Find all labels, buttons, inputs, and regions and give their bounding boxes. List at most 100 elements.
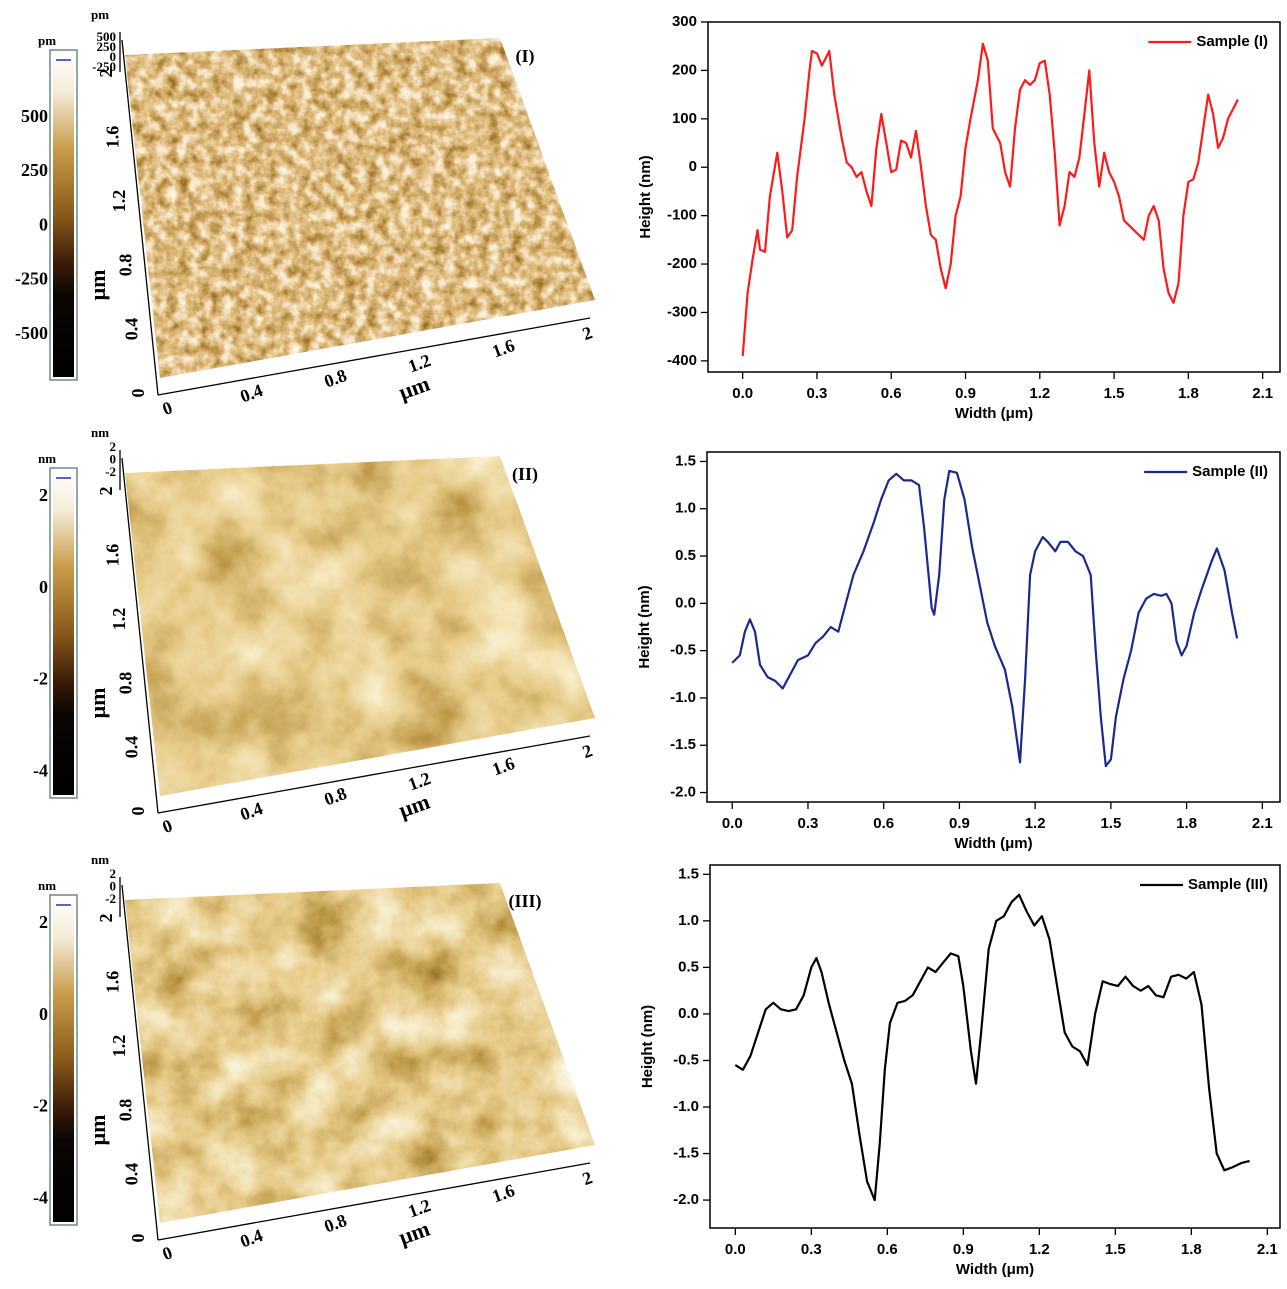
y-tick-label: 300 <box>672 13 697 30</box>
x-tick-label: 0 <box>160 1242 175 1264</box>
x-tick-label: 0.8 <box>321 783 349 809</box>
colorbar-unit: pm <box>38 33 56 48</box>
legend-label: Sample (II) <box>1192 463 1268 480</box>
y-tick-label: -1.0 <box>673 1098 699 1115</box>
y-tick-label: 0.8 <box>115 254 135 277</box>
y-tick-label: 0 <box>128 807 148 816</box>
afm-surface <box>125 883 595 1223</box>
x-tick-label: 0 <box>160 397 175 419</box>
y-tick-label: -300 <box>667 303 697 320</box>
y-tick-label: 0 <box>128 389 148 398</box>
y-tick-label: 1.6 <box>103 544 123 567</box>
y-tick-label: 0.4 <box>122 1163 142 1186</box>
y-tick-label: 2 <box>96 69 116 78</box>
x-tick-label: 0.8 <box>321 1210 349 1236</box>
y-tick-label: -2.0 <box>670 784 696 801</box>
y-unit: μm <box>85 688 110 719</box>
x-tick-label: 1.8 <box>1178 385 1199 402</box>
z-unit: nm <box>91 425 109 440</box>
line-chart: 0.0 0.3 0.6 0.9 1.2 1.5 1.8 2.1 -2.0 -1.5 -1.0 -0.5… <box>639 864 1281 1278</box>
y-tick-label: -1.5 <box>673 1145 699 1162</box>
colorbar-tick-label: 0 <box>39 214 48 234</box>
y-tick-label: 1.6 <box>103 971 123 994</box>
y-axis <box>121 884 159 1241</box>
y-tick-label: 2 <box>96 914 116 923</box>
x-tick-label: 1.6 <box>489 1180 517 1206</box>
y-tick-label: -200 <box>667 255 697 272</box>
x-tick-label: 1.5 <box>1105 1241 1126 1258</box>
colorbar-unit: nm <box>38 878 56 893</box>
z-tick-label: 0 <box>110 878 117 893</box>
colorbar <box>53 898 74 1222</box>
afm-surface <box>125 456 595 796</box>
y-tick-label: -1.5 <box>670 736 696 753</box>
panel-label: (II) <box>512 464 538 485</box>
x-unit: μm <box>395 789 433 823</box>
afm-panel: nm20-2-4nm20-200.40.81.21.62μm00.40.81.2… <box>33 852 595 1264</box>
x-axis <box>157 1162 591 1241</box>
y-tick-label: 0 <box>689 158 697 175</box>
x-tick-label: 1.8 <box>1181 1241 1202 1258</box>
colorbar-tick-label: 2 <box>39 485 48 505</box>
line-chart: 0.0 0.3 0.6 0.9 1.2 1.5 1.8 2.1 -2.0 -1.5 -1.0 -0.5… <box>636 451 1281 852</box>
y-axis <box>121 457 159 814</box>
colorbar <box>53 471 74 795</box>
y-tick-label: 1.2 <box>109 608 129 631</box>
x-tick-label: 0 <box>160 815 175 837</box>
y-tick-label: 0.5 <box>678 958 699 975</box>
x-tick-label: 1.2 <box>1025 815 1046 832</box>
z-tick-label: 0 <box>110 451 117 466</box>
y-tick-label: 0.8 <box>115 672 135 695</box>
y-tick-label: 1.5 <box>678 865 699 882</box>
x-tick-label: 0.6 <box>881 385 902 402</box>
x-unit: μm <box>395 1216 433 1250</box>
x-axis <box>157 317 591 396</box>
x-tick-label: 0.4 <box>237 798 265 824</box>
y-tick-label: 0.0 <box>675 594 696 611</box>
x-tick-label: 2.1 <box>1252 385 1273 402</box>
z-tick-label: -2 <box>105 464 116 479</box>
y-tick-label: 0.4 <box>122 736 142 759</box>
y-axis-label: Height (nm) <box>636 585 653 668</box>
z-tick-label: 2 <box>110 439 117 454</box>
legend-label: Sample (I) <box>1196 33 1268 50</box>
colorbar-tick-label: -2 <box>33 669 48 689</box>
y-tick-label: 1.6 <box>103 126 123 149</box>
y-tick-label: 100 <box>672 110 697 127</box>
y-tick-label: 2 <box>96 487 116 496</box>
x-tick-label: 1.8 <box>1176 815 1197 832</box>
afm-panel: nm20-2-4nm20-200.40.81.21.62μm00.40.81.2… <box>33 425 595 837</box>
data-line <box>731 469 1239 768</box>
x-tick-label: 1.2 <box>1029 385 1050 402</box>
y-tick-label: 200 <box>672 61 697 78</box>
colorbar-tick-label: 2 <box>39 912 48 932</box>
line-chart: 0.0 0.3 0.6 0.9 1.2 1.5 1.8 2.1 -400 -300 -200 -100… <box>637 13 1281 422</box>
y-tick-label: -0.5 <box>673 1051 699 1068</box>
y-tick-label: 1.5 <box>675 452 696 469</box>
z-tick-label: 250 <box>97 39 117 54</box>
legend-label: Sample (III) <box>1188 876 1268 893</box>
x-tick-label: 0.3 <box>807 385 828 402</box>
y-tick-label: -1.0 <box>670 689 696 706</box>
afm-panel: pm5002500-250-500pm5002500-25000.40.81.2… <box>15 7 595 419</box>
x-tick-label: 0.3 <box>798 815 819 832</box>
y-tick-label: 0.5 <box>675 547 696 564</box>
y-axis-label: Height (nm) <box>639 1005 656 1088</box>
colorbar-tick-label: -250 <box>15 269 48 289</box>
colorbar-tick-label: 500 <box>21 106 48 126</box>
data-line <box>741 42 1239 357</box>
y-tick-label: -0.5 <box>670 642 696 659</box>
z-tick-label: 2 <box>110 866 117 881</box>
data-line <box>734 893 1250 1202</box>
plot-frame <box>707 21 1281 373</box>
y-tick-label: 0.4 <box>122 318 142 341</box>
y-tick-label: 1.0 <box>678 912 699 929</box>
x-tick-label: 1.6 <box>489 753 517 779</box>
x-tick-label: 0.9 <box>953 1241 974 1258</box>
panel-label: (I) <box>516 46 535 67</box>
colorbar-tick-label: 0 <box>39 1004 48 1024</box>
colorbar-tick-label: -500 <box>15 323 48 343</box>
x-tick-label: 2.1 <box>1252 815 1273 832</box>
x-tick-label: 0.6 <box>873 815 894 832</box>
colorbar-unit: nm <box>38 451 56 466</box>
